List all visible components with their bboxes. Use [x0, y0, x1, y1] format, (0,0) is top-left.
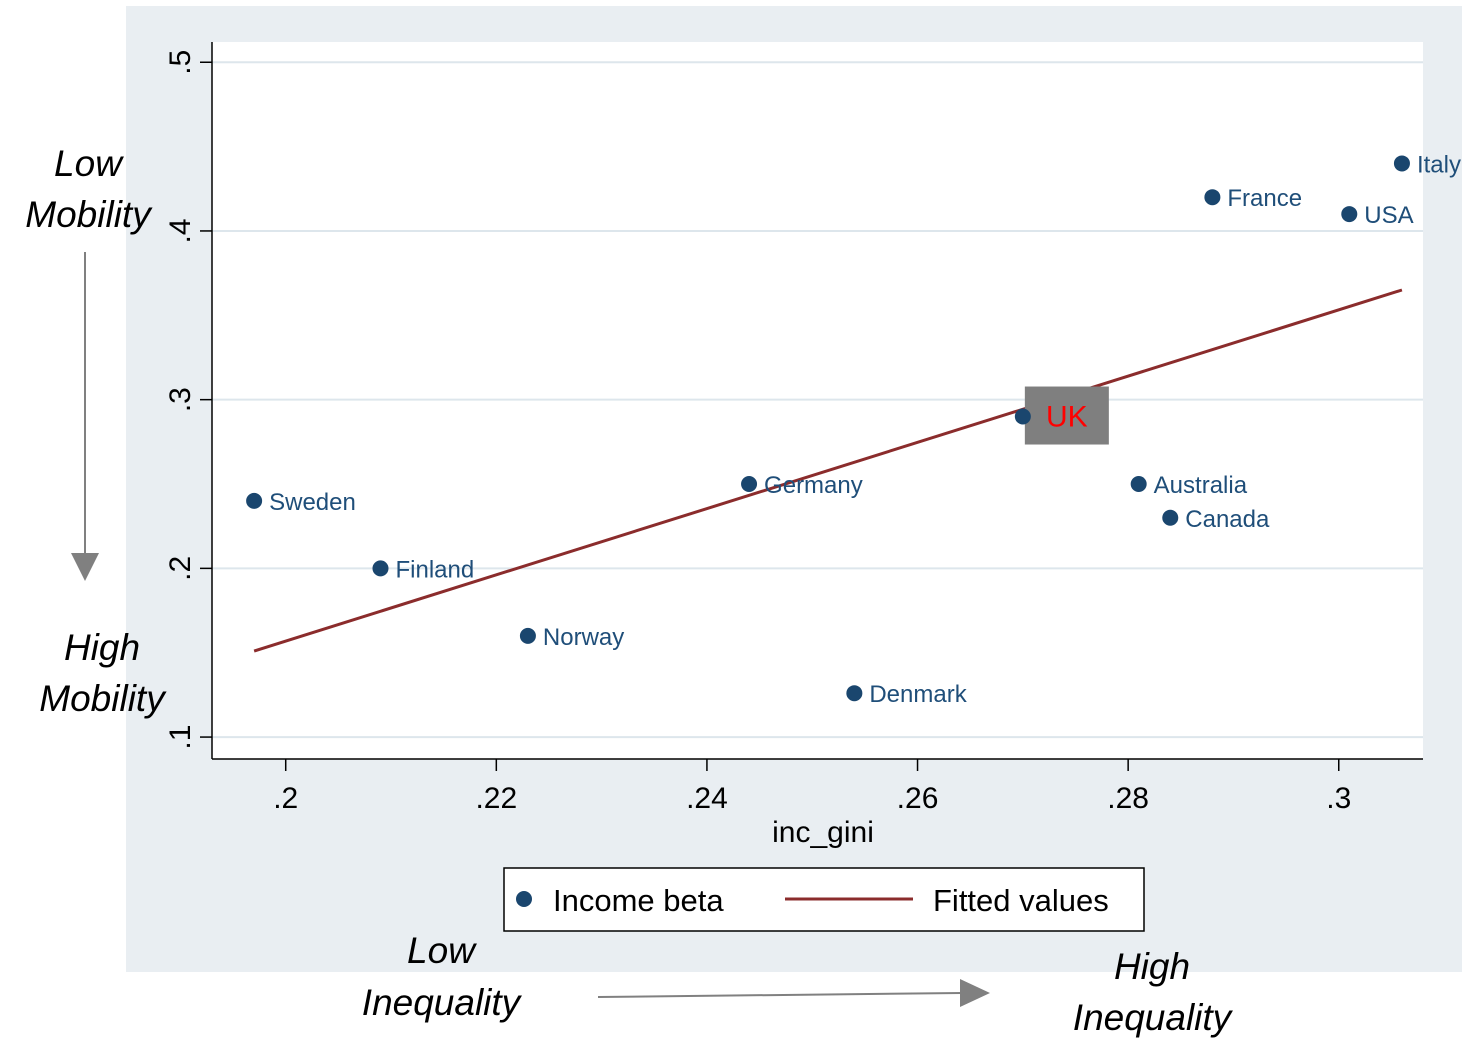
axes	[211, 42, 1423, 760]
gridlines	[212, 61, 1423, 739]
x-ticks: .2 .22 .24 .26 .28 .3	[273, 759, 1351, 815]
inequality-arrow-shaft	[597, 992, 963, 998]
point-norway	[519, 627, 536, 644]
x-tick-label-1: .22	[475, 782, 517, 815]
high-mobility-line1: High	[64, 627, 140, 668]
y-tick-label-1: .2	[164, 556, 197, 581]
point-italy	[1393, 155, 1410, 172]
point-label-uk: UK	[1046, 401, 1088, 434]
points-layer: Sweden Finland Norway Germany Denmark Austral…	[246, 151, 1461, 708]
x-tick-label-5: .3	[1326, 782, 1351, 815]
x-tick-label-4: .28	[1107, 782, 1149, 815]
point-denmark	[846, 685, 863, 702]
high-inequality-line1: High	[1114, 946, 1190, 987]
point-france	[1204, 189, 1221, 206]
y-tick-label-2: .3	[164, 387, 197, 412]
highlight-layer: UK	[1024, 386, 1109, 445]
x-axis-title: inc_gini	[772, 816, 874, 849]
point-germany	[741, 476, 758, 493]
legend: Income beta Fitted values	[503, 867, 1145, 932]
point-uk	[1014, 408, 1031, 425]
fitted-values-line	[253, 288, 1403, 653]
x-tick-label-2: .24	[686, 782, 728, 815]
point-label-france: France	[1227, 185, 1302, 212]
x-tick-label-3: .26	[897, 782, 939, 815]
low-inequality-line2: Inequality	[362, 982, 523, 1023]
point-canada	[1162, 509, 1179, 526]
y-tick-label-3: .4	[164, 218, 197, 243]
mobility-arrow-head-icon	[71, 553, 99, 581]
point-label-usa: USA	[1364, 202, 1413, 229]
point-label-denmark: Denmark	[869, 681, 967, 708]
high-inequality-line2: Inequality	[1073, 997, 1234, 1038]
low-inequality-line1: Low	[407, 930, 477, 971]
high-mobility-line2: Mobility	[39, 678, 167, 719]
legend-label-fitted-values: Fitted values	[933, 883, 1109, 918]
inequality-annotation: Low Inequality High Inequality	[362, 930, 1234, 1038]
point-label-canada: Canada	[1185, 506, 1270, 533]
y-ticks: .1 .2 .3 .4 .5	[164, 50, 212, 750]
point-sweden	[246, 492, 263, 509]
point-australia	[1130, 476, 1147, 493]
legend-marker-income-beta	[516, 891, 532, 907]
point-label-italy: Italy	[1417, 151, 1461, 178]
point-label-norway: Norway	[543, 624, 624, 651]
low-mobility-line1: Low	[54, 143, 124, 184]
highlight-box-uk	[1024, 386, 1109, 445]
mobility-annotation: Low Mobility High Mobility	[25, 143, 167, 719]
x-tick-label-0: .2	[273, 782, 298, 815]
legend-label-income-beta: Income beta	[553, 883, 724, 918]
point-label-australia: Australia	[1154, 472, 1248, 499]
y-tick-label-0: .1	[164, 725, 197, 750]
point-label-sweden: Sweden	[269, 489, 356, 516]
inequality-arrow-head-icon	[960, 979, 990, 1007]
point-finland	[372, 560, 389, 577]
point-label-finland: Finland	[395, 556, 474, 583]
y-tick-label-4: .5	[164, 50, 197, 75]
point-usa	[1341, 206, 1358, 223]
low-mobility-line2: Mobility	[25, 194, 153, 235]
point-label-germany: Germany	[764, 472, 863, 499]
fitted-line-layer	[253, 288, 1403, 653]
